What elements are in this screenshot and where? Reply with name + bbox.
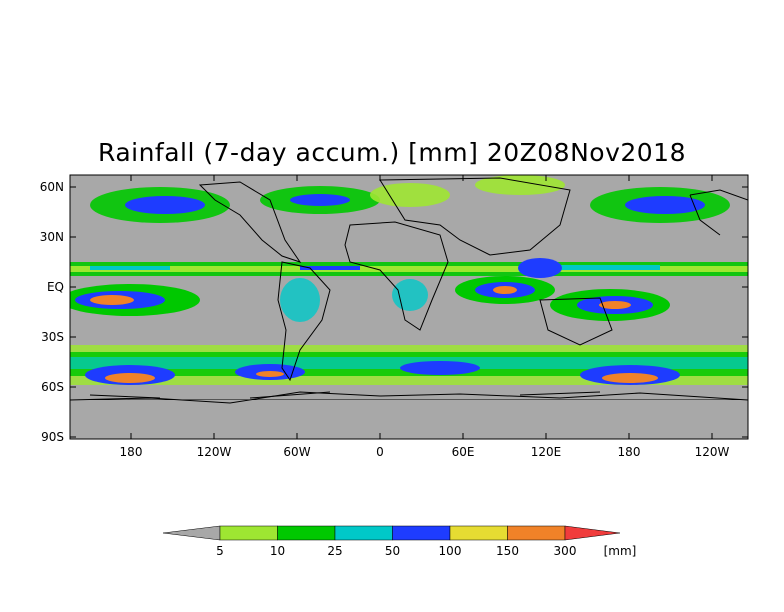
colorbar-bin xyxy=(334,525,393,541)
antarctica-coast xyxy=(70,391,748,404)
colorbar-high-triangle xyxy=(564,525,621,541)
colorbar-bin xyxy=(392,525,451,541)
lat-tick-label: 60N xyxy=(40,180,64,194)
lat-tick-label: 60S xyxy=(41,380,64,394)
latitude-axis: 60N 30N EQ 30S 60S 90S xyxy=(40,180,748,444)
lon-tick-label: 120W xyxy=(197,445,232,459)
lon-tick-label: 180 xyxy=(618,445,641,459)
lon-tick-label: 120E xyxy=(531,445,562,459)
longitude-axis: 180 120W 60W 0 60E 120E 180 120W xyxy=(120,175,730,459)
colorbar-bin xyxy=(507,525,566,541)
lon-tick-label: 180 xyxy=(120,445,143,459)
lat-tick-label: 90S xyxy=(41,430,64,444)
colorbar-label: 300 xyxy=(554,544,577,558)
colorbar-label: 25 xyxy=(327,544,342,558)
colorbar-label: 150 xyxy=(496,544,519,558)
rain-field xyxy=(70,175,748,385)
lon-tick-label: 120W xyxy=(695,445,730,459)
map-title: Rainfall (7-day accum.) [mm] 20Z08Nov201… xyxy=(98,138,686,167)
colorbar-label: 10 xyxy=(270,544,285,558)
colorbar-bin xyxy=(449,525,508,541)
lat-tick-label: EQ xyxy=(47,280,64,294)
colorbar-label: 5 xyxy=(216,544,224,558)
colorbar-label: 50 xyxy=(385,544,400,558)
colorbar-bin xyxy=(277,525,336,541)
lat-tick-label: 30N xyxy=(40,230,64,244)
colorbar-unit: [mm] xyxy=(604,544,637,558)
colorbar-low-triangle xyxy=(162,525,221,541)
colorbar-label: 100 xyxy=(439,544,462,558)
plot-frame xyxy=(69,174,749,440)
lon-tick-label: 0 xyxy=(376,445,384,459)
lat-tick-label: 30S xyxy=(41,330,64,344)
colorbar-legend: 5 10 25 50 100 150 300 [mm] xyxy=(162,525,637,558)
colorbar-bin xyxy=(219,525,278,541)
lon-tick-label: 60W xyxy=(283,445,310,459)
lon-tick-label: 60E xyxy=(452,445,475,459)
